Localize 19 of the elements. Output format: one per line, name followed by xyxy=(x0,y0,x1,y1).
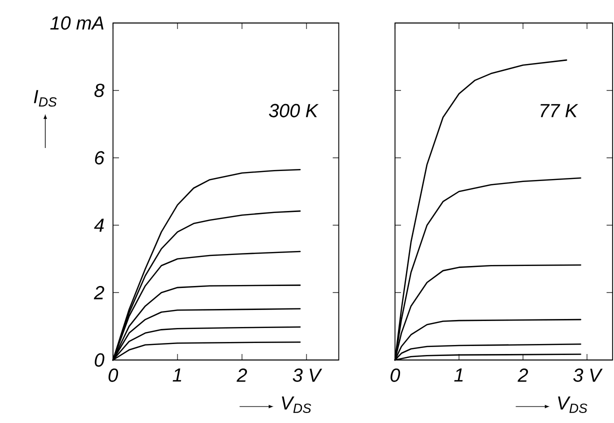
y-tick-label: 4 xyxy=(94,218,104,232)
x-tick-label: 2 xyxy=(236,368,247,382)
x-tick-label: 1 xyxy=(172,368,182,382)
x-tick-label: 3 V xyxy=(292,368,322,382)
y-tick-label: 2 xyxy=(94,286,104,300)
y-tick-label: 6 xyxy=(95,151,104,164)
x-tick-label: 0 xyxy=(390,368,400,382)
annotation: 300 K xyxy=(268,104,319,118)
y-tick-label: 0 xyxy=(94,353,104,367)
annotation: 77 K xyxy=(540,104,578,118)
x-tick-label: 1 xyxy=(454,368,463,382)
x-tick-label: 2 xyxy=(518,368,528,382)
y-tick-label: 8 xyxy=(94,84,104,98)
x-axis-title: V$_{DS}$ xyxy=(282,396,312,413)
x-axis-title: V$_{DS}$ xyxy=(558,396,588,413)
x-tick-label: 0 xyxy=(108,368,118,382)
y-axis-title: I$_{DS}$ xyxy=(34,90,57,107)
x-tick-label: 3 V xyxy=(573,368,603,382)
y-tick-label: 10 mA xyxy=(50,16,104,30)
